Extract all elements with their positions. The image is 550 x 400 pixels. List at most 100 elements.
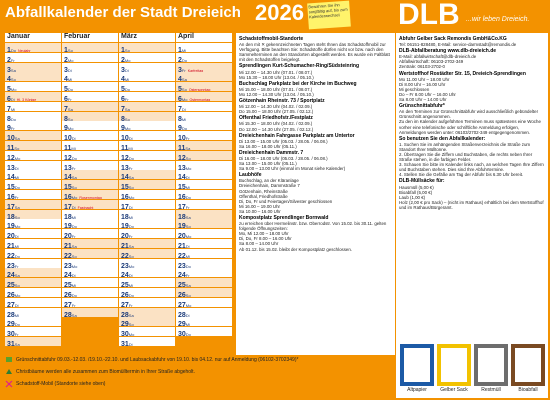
weekday: Do <box>14 322 20 327</box>
day-number: 9 <box>64 125 68 131</box>
day-number: 23 <box>178 262 186 268</box>
weekday: Di <box>185 244 190 248</box>
day-cell: 18Mi <box>119 209 175 219</box>
day-cell: 20Fr <box>62 229 118 239</box>
section-heading: Grünschnittabfuhr* <box>399 103 445 110</box>
day-cell: 9Fr <box>5 121 61 131</box>
day-cell: 21Sa <box>62 239 118 248</box>
legend-line: Christbäume werden alle zusammen zum Bio… <box>16 369 195 375</box>
day-number: 8 <box>64 115 68 121</box>
weekday: Mo <box>14 155 21 160</box>
day-number: 13 <box>178 164 186 170</box>
day-number: 23 <box>121 262 129 268</box>
day-number: 5 <box>121 86 125 92</box>
day-cell: 22Mi <box>176 248 232 258</box>
weekday: Fr <box>185 273 190 278</box>
day-cell: 2Do <box>176 52 232 62</box>
day-cell: 24Di <box>119 268 175 278</box>
section-line: Dreieichenhain, Dammstraße 7 <box>239 183 300 189</box>
weekday: Sa <box>14 342 20 346</box>
weekday: So <box>14 283 20 288</box>
day-number: 5 <box>178 86 182 92</box>
info-panel: Schadstoffmobil-Standorte An den mit ✕ ge… <box>236 33 395 355</box>
weekday: Do <box>71 293 77 297</box>
day-number: 17 <box>64 203 72 209</box>
day-cell: 10Di <box>119 131 175 141</box>
day-number: 24 <box>7 272 15 278</box>
weekday: So <box>185 224 191 229</box>
day-cell: 30Mo <box>119 327 175 337</box>
day-number: 20 <box>178 233 186 239</box>
weekday: Fr <box>14 195 19 199</box>
bin-box <box>437 344 471 386</box>
bin-box <box>400 344 434 386</box>
weekday: So <box>128 185 134 190</box>
day-number: 16 <box>178 194 186 199</box>
weekday: Do <box>14 253 20 258</box>
weekday: Fr <box>14 332 19 337</box>
weekday: Fr <box>14 263 19 268</box>
weekday: Do <box>128 293 134 297</box>
day-cell: 25So <box>5 278 61 288</box>
day-cell: 16Mo <box>119 190 175 199</box>
day-number: 14 <box>178 174 186 180</box>
day-number: 24 <box>64 272 72 278</box>
day-cell: 11Mi <box>119 141 175 150</box>
icon <box>5 380 13 388</box>
weekday: Do <box>14 185 20 190</box>
weekday: Fr <box>128 234 133 239</box>
day-number: 13 <box>7 164 15 170</box>
day-number: 6 <box>7 96 11 101</box>
day-number: 11 <box>178 145 186 150</box>
day-cell: 26So <box>176 288 232 297</box>
day-cell: 10Sa <box>5 131 61 141</box>
day-number: 11 <box>64 145 72 150</box>
weekday: Di <box>128 204 133 209</box>
day-cell: 3Sa <box>5 62 61 72</box>
weekday: Mo <box>128 263 135 268</box>
section-line: Mi 15.00 – 18.00 Uhr (07.01. / 08.07.) <box>239 86 313 92</box>
month-header: März <box>119 33 175 42</box>
day-number: 9 <box>121 125 125 131</box>
day-cell: 21Sa <box>119 239 175 248</box>
day-number: 12 <box>64 154 72 160</box>
weekday: Mi <box>128 146 133 150</box>
section-heading: Dreieichenhain Fahrgasse Parkplatz am Un… <box>239 132 355 139</box>
day-number: 15 <box>121 184 129 190</box>
section-line: Zentrale: 06103-2702-0 <box>399 64 445 70</box>
day-number: 25 <box>178 282 186 288</box>
bins: Altpapier Gelber Sack Restmüll Bioabfall <box>396 340 548 398</box>
weekday: So <box>181 87 187 92</box>
day-cell: 24Sa <box>5 268 61 278</box>
day-cell: 19So <box>176 219 232 229</box>
section-line: Mo 15.30 – 18.00 Uhr (13.04. / 05.10.) <box>239 74 314 80</box>
weekday: Sa <box>14 204 20 209</box>
day-number: 3 <box>64 66 68 72</box>
section-heading: Wertstoffhof Rostädter Str. 15, Dreieich… <box>399 70 526 77</box>
weekday: Di <box>124 67 129 72</box>
day-cell: 1So <box>119 43 175 52</box>
section-heading: DLB-Müllsäcke für: <box>399 178 445 185</box>
month-header: April <box>176 33 232 42</box>
day-cell: 28Sa <box>119 307 175 317</box>
day-number: 3 <box>121 66 125 72</box>
day-number: 25 <box>64 282 72 288</box>
day-cell: 14Di <box>176 170 232 180</box>
day-number: 19 <box>121 223 129 229</box>
holiday: Rosenmontag <box>79 196 102 199</box>
weekday: Fr <box>10 57 15 62</box>
day-number: 15 <box>178 184 186 190</box>
section-line: Götzenhain, Rheinstraße <box>239 188 288 194</box>
day-number: 12 <box>121 154 129 160</box>
weekday: So <box>67 48 73 52</box>
section-heading: So benutzen Sie den Abfallkalender: <box>399 135 486 142</box>
weekday: Fr <box>128 302 133 307</box>
day-number: 29 <box>178 321 186 327</box>
day-cell: 18Mi <box>62 209 118 219</box>
section-heading: Kompostplatz Sprendlinger Bornwald <box>239 215 329 221</box>
weekday: Di <box>10 97 15 101</box>
section-line: Mi 12.00 – 14.30 Uhr (04.02. / 02.09.) <box>239 104 313 110</box>
day-number: 26 <box>7 292 15 297</box>
weekday: Di <box>185 312 190 317</box>
day-number: 10 <box>178 135 186 141</box>
